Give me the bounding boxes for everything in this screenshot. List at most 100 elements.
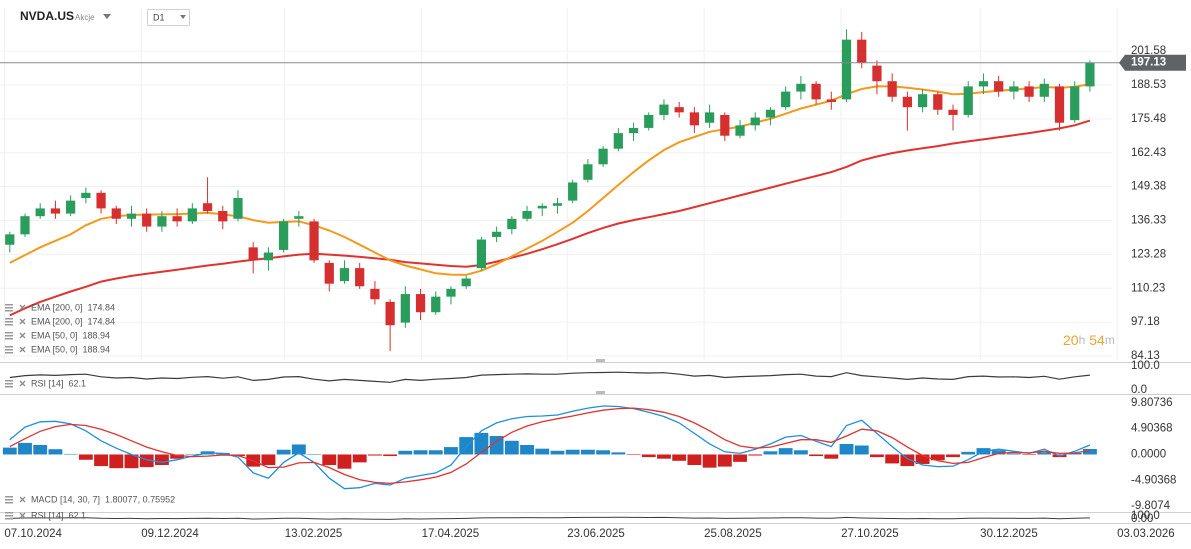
legend-icon (5, 332, 13, 334)
countdown-part: m (1105, 333, 1115, 347)
legend-remove[interactable] (19, 304, 26, 311)
histogram-bar (413, 450, 428, 455)
x-tick-label: 17.04.2025 (422, 528, 480, 540)
histogram-bar (946, 454, 960, 458)
histogram-bar (337, 454, 352, 469)
histogram-bar (63, 453, 78, 455)
histogram-bar (854, 445, 869, 455)
candle-body (385, 301, 395, 326)
legend-name: EMA [50, 0] (31, 344, 78, 354)
resize-handle[interactable] (596, 359, 605, 362)
histogram-bar (748, 454, 763, 456)
legend-remove[interactable] (19, 332, 26, 339)
candle-body (857, 39, 867, 64)
histogram-bar (930, 454, 945, 461)
legend-icon (5, 496, 13, 498)
histogram-bar (504, 440, 519, 455)
interval-box[interactable] (147, 9, 190, 26)
legend-name: MACD [14, 30, 7] (31, 494, 100, 504)
histogram-bar (398, 450, 413, 455)
legend-icon (5, 310, 13, 312)
histogram-bar (367, 454, 382, 456)
legend-icon (5, 518, 13, 520)
legend-value: 188.94 (83, 344, 111, 354)
candle-body (111, 208, 121, 219)
x-tick-label: 30.12.2025 (980, 528, 1038, 540)
legend-remove[interactable] (19, 512, 26, 519)
symbol[interactable]: NVDA.US (20, 9, 74, 23)
histogram-bar (915, 454, 930, 464)
y-tick-label: 149.38 (1131, 181, 1166, 193)
candle-body (66, 200, 76, 214)
legend-icon (5, 515, 13, 517)
histogram-bar (33, 444, 48, 455)
histogram-bar (18, 442, 32, 455)
candle-body (50, 208, 61, 214)
legend-icon (5, 386, 13, 388)
histogram-bar (78, 454, 93, 460)
interval-dropdown[interactable] (180, 15, 186, 19)
legend-icon (5, 307, 13, 309)
histogram-bar (839, 443, 854, 455)
legend-remove[interactable] (19, 380, 26, 387)
y-tick-label: 0.00 (1131, 513, 1153, 525)
histogram-bar (580, 449, 595, 455)
histogram-bar (94, 454, 108, 467)
legend-icon (5, 318, 13, 320)
histogram-bar (2, 447, 17, 455)
symbol-dropdown[interactable] (103, 14, 111, 19)
histogram-bar (550, 450, 565, 455)
y-tick-label: -4.90368 (1131, 474, 1176, 486)
candle-body (324, 262, 334, 284)
candle-body (796, 83, 806, 92)
histogram-bar (991, 450, 1006, 455)
candle-body (1070, 86, 1080, 121)
histogram-bar (763, 451, 778, 455)
histogram-bar (687, 454, 702, 466)
y-tick-label: 97.18 (1131, 316, 1160, 328)
legend-value: 62.1 (69, 510, 87, 520)
ema-line (9, 119, 1091, 317)
candle-body (187, 208, 197, 222)
legend-icon (5, 383, 13, 385)
candle-body (431, 296, 441, 313)
histogram-bar (717, 454, 732, 467)
legend-value: 1.80077, 0.75952 (105, 494, 175, 504)
y-tick-label: 175.48 (1131, 113, 1166, 125)
legend-icon (5, 499, 13, 501)
candle-body (948, 109, 958, 115)
candle-body (583, 164, 593, 180)
legend-remove[interactable] (19, 346, 26, 353)
histogram-bar (793, 450, 808, 455)
candle-body (598, 148, 608, 165)
countdown: 20h 54m (1063, 332, 1115, 348)
candle-body (568, 182, 578, 201)
legend-value: 188.94 (83, 330, 111, 340)
histogram-bar (565, 449, 580, 455)
candle-body (309, 221, 319, 261)
candle-body (720, 114, 730, 136)
last-price-box (1119, 54, 1186, 71)
candle-body (674, 107, 684, 113)
histogram-bar (276, 449, 291, 455)
histogram-bar (641, 454, 656, 458)
candle-body (841, 39, 852, 100)
candle-body (537, 205, 547, 209)
histogram-bar (48, 449, 63, 455)
interval[interactable]: D1 (153, 12, 165, 22)
histogram-bar (291, 444, 306, 455)
legend-remove[interactable] (19, 496, 26, 503)
resize-handle[interactable] (596, 391, 605, 394)
candle-body (659, 104, 669, 115)
histogram-bar (261, 454, 276, 466)
asset-class: Akcje (75, 13, 95, 22)
candle-body (887, 81, 897, 97)
histogram-bar (596, 450, 611, 455)
candle-body (35, 208, 45, 217)
histogram-bar (307, 454, 321, 455)
candle-body (279, 221, 289, 250)
legend-remove[interactable] (19, 318, 26, 325)
candle-body (5, 234, 15, 245)
candle-body (613, 133, 623, 149)
